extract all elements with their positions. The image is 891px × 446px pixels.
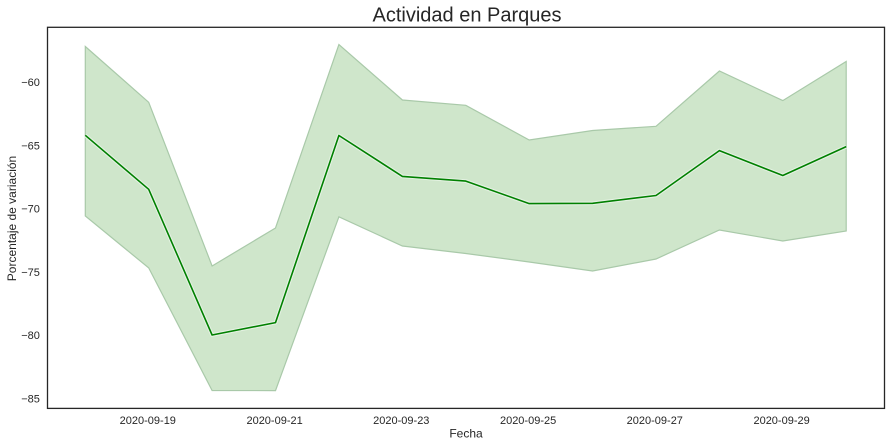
svg-text:2020-09-19: 2020-09-19 [120,415,176,427]
svg-text:−80: −80 [21,330,40,342]
svg-text:2020-09-29: 2020-09-29 [753,415,809,427]
svg-text:2020-09-21: 2020-09-21 [246,415,302,427]
svg-text:Fecha: Fecha [449,427,483,441]
svg-text:−65: −65 [21,140,40,152]
svg-text:2020-09-25: 2020-09-25 [500,415,556,427]
svg-text:Actividad en Parques: Actividad en Parques [372,4,561,26]
svg-text:−75: −75 [21,267,40,279]
svg-text:−70: −70 [21,204,40,216]
svg-text:−85: −85 [21,394,40,406]
svg-text:−60: −60 [21,77,40,89]
svg-text:2020-09-23: 2020-09-23 [373,415,429,427]
svg-text:2020-09-27: 2020-09-27 [627,415,683,427]
svg-text:Porcentaje de variación: Porcentaje de variación [5,156,19,281]
